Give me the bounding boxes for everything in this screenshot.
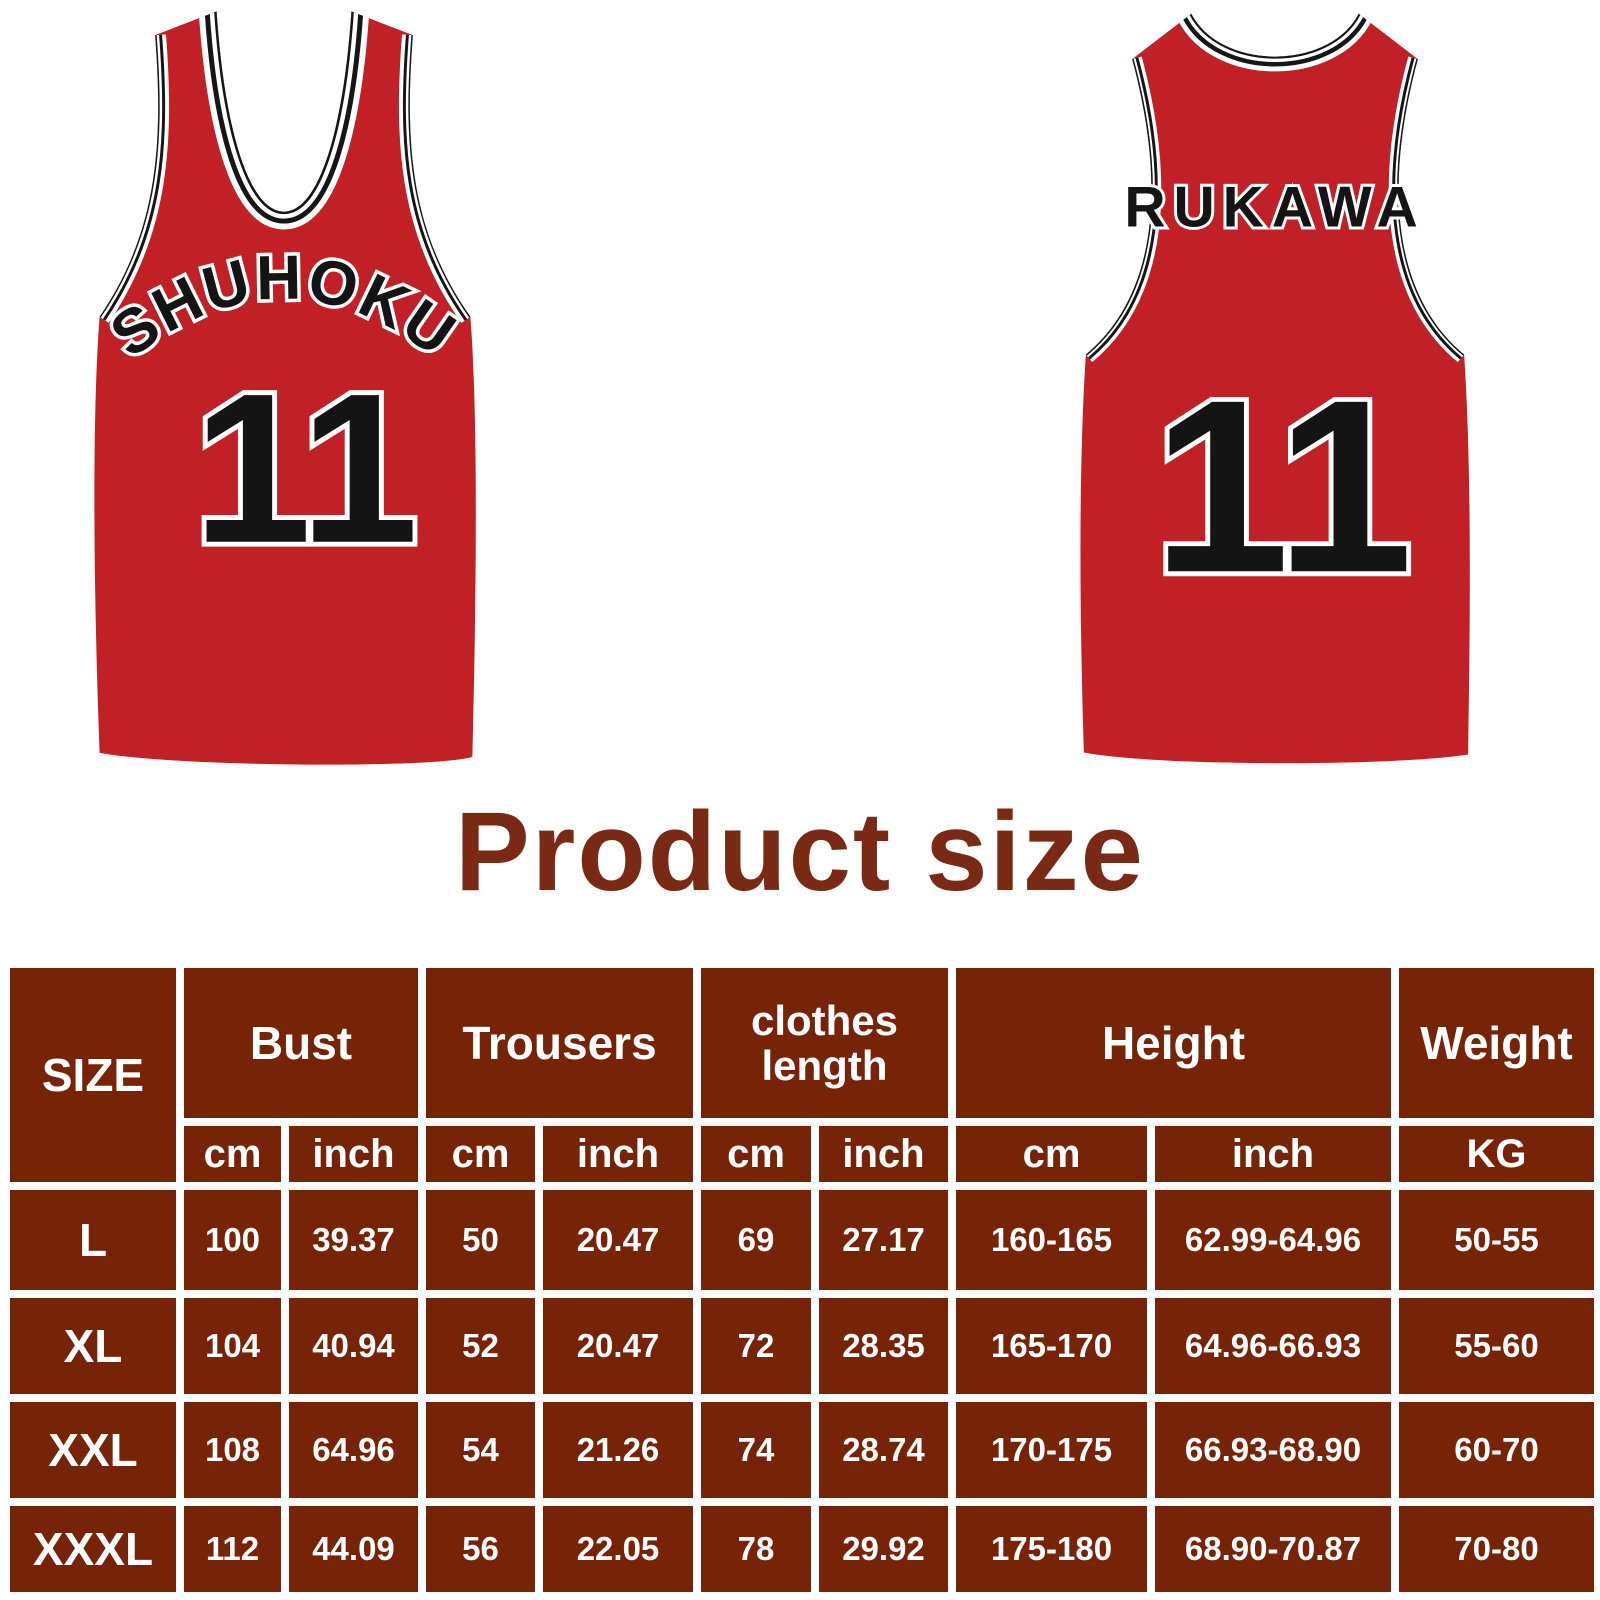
table-cell: 170-175 bbox=[956, 1402, 1147, 1498]
jersey-front-number: 11 bbox=[193, 350, 418, 588]
table-cell: 21.26 bbox=[543, 1402, 693, 1498]
table-cell: 20.47 bbox=[543, 1298, 693, 1394]
table-cell: 54 bbox=[426, 1402, 535, 1498]
col-header-trousers: Trousers bbox=[426, 968, 693, 1118]
jersey-front-graphic: SHUHOKU 11 bbox=[94, 11, 476, 765]
table-cell: 39.37 bbox=[289, 1190, 418, 1290]
table-cell: 175-180 bbox=[956, 1506, 1147, 1592]
unit-trousers-cm: cm bbox=[426, 1126, 535, 1182]
jersey-back-graphic: RUKAWA 11 bbox=[1080, 13, 1470, 764]
table-cell: 27.17 bbox=[819, 1190, 948, 1290]
table-cell: 20.47 bbox=[543, 1190, 693, 1290]
jersey-back-number: 11 bbox=[1153, 349, 1413, 624]
row-label-xxl: XXL bbox=[10, 1402, 176, 1498]
table-cell: 28.74 bbox=[819, 1402, 948, 1498]
table-cell: 60-70 bbox=[1399, 1402, 1594, 1498]
jersey-back-photo: RUKAWA 11 bbox=[1030, 0, 1520, 788]
page-title: Product size bbox=[455, 789, 1145, 914]
table-cell: 69 bbox=[701, 1190, 811, 1290]
table-cell: 56 bbox=[426, 1506, 535, 1592]
unit-bust-inch: inch bbox=[289, 1126, 418, 1182]
unit-weight-kg: KG bbox=[1399, 1126, 1594, 1182]
size-table: SIZE Bust Trousers clothes length Height… bbox=[10, 968, 1594, 1592]
table-cell: 104 bbox=[184, 1298, 281, 1394]
table-cell: 68.90-70.87 bbox=[1155, 1506, 1391, 1592]
unit-bust-cm: cm bbox=[184, 1126, 281, 1182]
row-label-xxxl: XXXL bbox=[10, 1506, 176, 1592]
table-cell: 64.96 bbox=[289, 1402, 418, 1498]
unit-height-cm: cm bbox=[956, 1126, 1147, 1182]
col-header-height: Height bbox=[956, 968, 1391, 1118]
table-cell: 40.94 bbox=[289, 1298, 418, 1394]
jersey-back-body bbox=[1080, 13, 1470, 764]
col-header-size: SIZE bbox=[10, 968, 176, 1182]
table-cell: 28.35 bbox=[819, 1298, 948, 1394]
row-label-l: L bbox=[10, 1190, 176, 1290]
table-cell: 55-60 bbox=[1399, 1298, 1594, 1394]
table-cell: 74 bbox=[701, 1402, 811, 1498]
jersey-front-photo: SHUHOKU 11 bbox=[56, 0, 512, 798]
col-header-bust: Bust bbox=[184, 968, 418, 1118]
row-label-xl: XL bbox=[10, 1298, 176, 1394]
unit-trousers-inch: inch bbox=[543, 1126, 693, 1182]
col-header-weight: Weight bbox=[1399, 968, 1594, 1118]
table-cell: 44.09 bbox=[289, 1506, 418, 1592]
table-cell: 70-80 bbox=[1399, 1506, 1594, 1592]
unit-clothes-cm: cm bbox=[701, 1126, 811, 1182]
unit-clothes-inch: inch bbox=[819, 1126, 948, 1182]
table-cell: 66.93-68.90 bbox=[1155, 1402, 1391, 1498]
table-cell: 29.92 bbox=[819, 1506, 948, 1592]
table-cell: 108 bbox=[184, 1402, 281, 1498]
table-cell: 100 bbox=[184, 1190, 281, 1290]
unit-height-inch: inch bbox=[1155, 1126, 1391, 1182]
table-cell: 50 bbox=[426, 1190, 535, 1290]
table-cell: 52 bbox=[426, 1298, 535, 1394]
table-cell: 62.99-64.96 bbox=[1155, 1190, 1391, 1290]
jersey-back-name: RUKAWA bbox=[1124, 176, 1425, 240]
table-cell: 112 bbox=[184, 1506, 281, 1592]
table-cell: 160-165 bbox=[956, 1190, 1147, 1290]
table-cell: 22.05 bbox=[543, 1506, 693, 1592]
table-cell: 72 bbox=[701, 1298, 811, 1394]
jersey-front-body bbox=[94, 11, 476, 765]
col-header-clothes-length: clothes length bbox=[701, 968, 948, 1118]
table-cell: 78 bbox=[701, 1506, 811, 1592]
table-cell: 50-55 bbox=[1399, 1190, 1594, 1290]
table-cell: 165-170 bbox=[956, 1298, 1147, 1394]
table-cell: 64.96-66.93 bbox=[1155, 1298, 1391, 1394]
